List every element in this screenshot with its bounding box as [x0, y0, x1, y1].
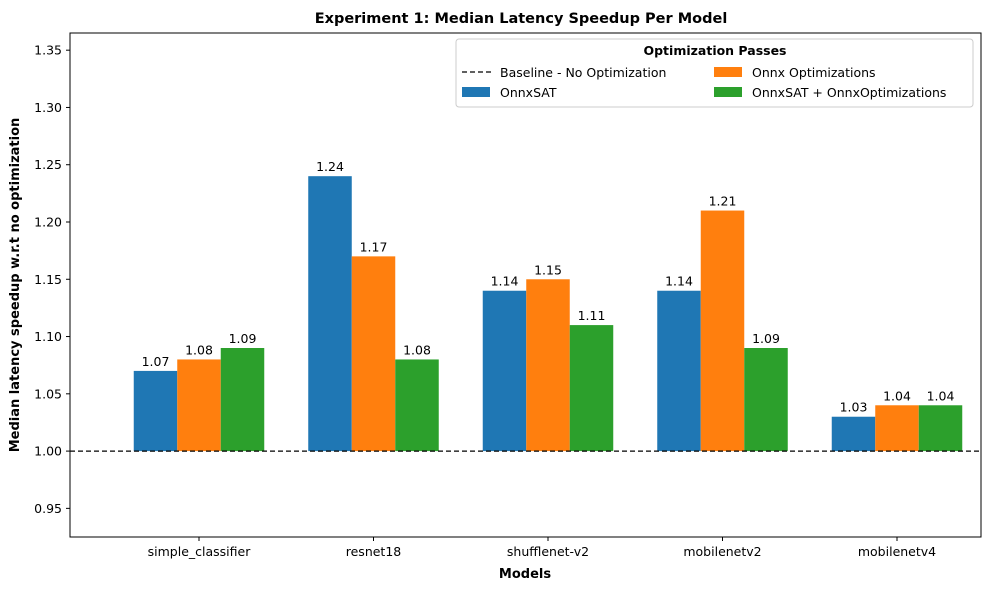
bar-onnx-optimizations-shufflenet-v2: [526, 279, 570, 452]
data-label: 1.14: [491, 274, 519, 289]
legend: Optimization Passes Baseline - No Optimi…: [455, 38, 974, 108]
bar-onnxsat-onnxoptimizations-resnet18: [395, 359, 439, 452]
chart-title: Experiment 1: Median Latency Speedup Per…: [315, 11, 728, 27]
data-label: 1.08: [403, 342, 431, 357]
legend-onnxsat-plus-onnxoptimizations-label: OnnxSAT + OnnxOptimizations: [752, 85, 946, 100]
legend-onnxsat-label: OnnxSAT: [500, 85, 557, 100]
bar-onnxsat-onnxoptimizations-shufflenet-v2: [569, 325, 614, 452]
y-axis-label: Median latency speedup w.r.t no optimiza…: [8, 118, 23, 453]
data-label: 1.24: [316, 159, 344, 174]
bar-onnx-optimizations-simple-classifier: [177, 359, 221, 452]
data-label: 1.14: [665, 274, 693, 289]
data-label: 1.04: [927, 388, 955, 403]
data-label: 1.11: [578, 308, 606, 323]
x-tick-label: mobilenetv2: [683, 544, 761, 559]
y-tick-label: 1.25: [34, 157, 62, 172]
y-tick-label: 1.05: [34, 386, 62, 401]
bar-onnxsat-mobilenetv4: [831, 416, 876, 452]
plot-frame: [69, 32, 982, 538]
legend-onnx-optimizations-label: Onnx Optimizations: [752, 65, 876, 80]
legend-baseline-label: Baseline - No Optimization: [500, 65, 666, 80]
x-axis-ticks: simple_classifier resnet18 shufflenet-v2 mo…: [148, 537, 936, 559]
y-axis-ticks: 0.95 1.00 1.05 1.10 1.15 1.20 1.25 1.30 1.35: [34, 43, 70, 516]
legend-title: Optimization Passes: [643, 43, 786, 58]
data-label: 1.09: [752, 331, 780, 346]
legend-onnx-optimizations-swatch: [714, 67, 742, 77]
legend-onnxsat-swatch: [462, 87, 490, 97]
bar-onnx-optimizations-resnet18: [351, 256, 396, 452]
data-label: 1.04: [883, 388, 911, 403]
x-tick-label: shufflenet-v2: [507, 544, 589, 559]
legend-onnxsat-plus-onnxoptimizations-swatch: [714, 87, 742, 97]
x-axis-label: Models: [499, 567, 551, 582]
data-label: 1.03: [840, 400, 868, 415]
data-label: 1.21: [709, 194, 737, 209]
bar-onnxsat-resnet18: [308, 176, 352, 452]
bar-onnxsat-shufflenet-v2: [482, 290, 527, 452]
bar-onnx-optimizations-mobilenetv4: [875, 405, 919, 452]
y-tick-label: 1.20: [34, 215, 62, 230]
bar-onnxsat-onnxoptimizations-mobilenetv2: [744, 348, 788, 452]
bar-onnxsat-simple-classifier: [133, 370, 178, 452]
data-labels-group: 1.07 1.24 1.14 1.14 1.03 1.08 1.17 1.15 1.21 1.04…: [142, 159, 955, 415]
y-tick-label: 1.00: [34, 444, 62, 459]
x-tick-label: simple_classifier: [148, 544, 252, 559]
bar-onnxsat-onnxoptimizations-mobilenetv4: [918, 405, 963, 452]
data-label: 1.09: [229, 331, 257, 346]
data-label: 1.07: [142, 354, 170, 369]
y-tick-label: 1.35: [34, 43, 62, 58]
data-label: 1.15: [534, 262, 562, 277]
y-tick-label: 0.95: [34, 501, 62, 516]
data-label: 1.17: [360, 239, 388, 254]
y-tick-label: 1.15: [34, 272, 62, 287]
x-tick-label: mobilenetv4: [858, 544, 936, 559]
bar-onnxsat-mobilenetv2: [657, 290, 701, 452]
bars-group: [133, 176, 963, 452]
y-tick-label: 1.30: [34, 100, 62, 115]
y-tick-label: 1.10: [34, 329, 62, 344]
x-tick-label: resnet18: [346, 544, 402, 559]
bar-onnx-optimizations-mobilenetv2: [700, 210, 745, 452]
bar-onnxsat-onnxoptimizations-simple-classifier: [220, 348, 265, 452]
data-label: 1.08: [185, 342, 213, 357]
